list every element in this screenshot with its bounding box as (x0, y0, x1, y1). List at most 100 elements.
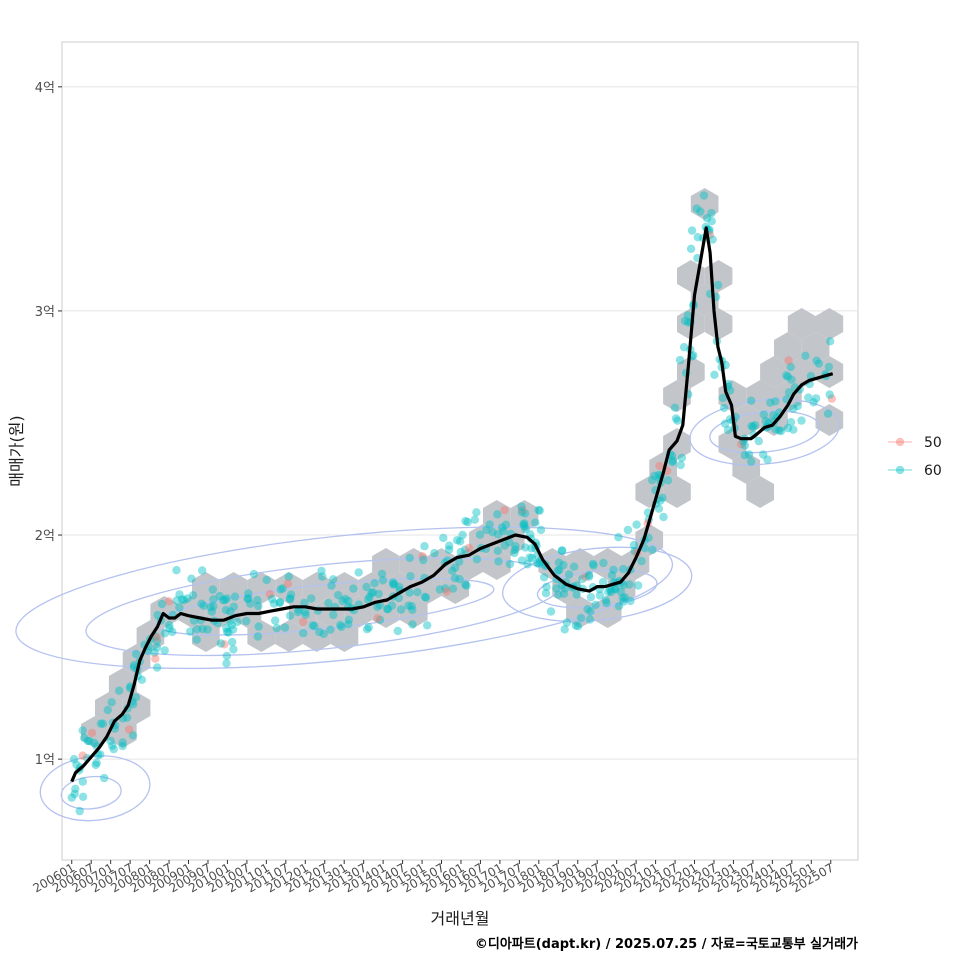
data-point-122 (461, 580, 470, 589)
data-point-8 (92, 758, 101, 767)
data-point-305 (668, 456, 677, 465)
data-point-272 (710, 370, 719, 379)
data-point-141 (91, 760, 100, 770)
data-point-57 (797, 416, 806, 425)
data-point-197 (308, 621, 317, 630)
hex-bin-44 (247, 572, 276, 604)
data-point-199 (499, 526, 508, 536)
hex-bin-0 (690, 188, 719, 220)
data-point-509 (707, 217, 716, 226)
data-point-7 (107, 698, 116, 707)
data-point-281 (192, 635, 201, 644)
data-point-500 (203, 625, 212, 634)
data-point-89 (747, 421, 756, 431)
data-point-293 (285, 611, 295, 620)
data-point-143 (253, 632, 263, 641)
hex-bin-76 (108, 716, 137, 748)
data-point-409 (280, 623, 290, 632)
y-axis-title: 매매가(원) (7, 415, 26, 486)
data-point-459 (283, 579, 293, 588)
data-point-200 (367, 588, 376, 598)
data-point-381 (775, 426, 784, 435)
data-point-163 (581, 572, 590, 582)
data-point-213 (413, 588, 422, 597)
data-point-339 (558, 546, 567, 555)
data-point-233 (444, 545, 454, 554)
contour-5 (60, 775, 122, 810)
data-point-340 (500, 506, 509, 515)
data-point-406 (511, 542, 520, 551)
data-point-399 (388, 580, 398, 589)
data-point-477 (373, 614, 382, 623)
data-point-327 (85, 736, 94, 746)
data-point-362 (165, 624, 174, 633)
data-point-395 (461, 516, 470, 526)
data-point-515 (583, 605, 592, 614)
data-point-317 (776, 426, 786, 436)
data-point-291 (786, 418, 796, 427)
data-point-284 (533, 559, 542, 568)
data-point-280 (198, 566, 207, 575)
data-point-140 (216, 639, 226, 648)
data-point-40 (405, 553, 414, 563)
data-point-414 (153, 663, 162, 672)
data-point-448 (783, 423, 793, 433)
data-point-493 (505, 559, 515, 569)
data-point-235 (520, 509, 530, 518)
data-point-462 (493, 510, 502, 519)
hex-bin-69 (302, 620, 331, 652)
data-point-429 (573, 622, 583, 631)
data-point-292 (614, 602, 624, 611)
data-point-134 (299, 617, 308, 627)
data-point-364 (472, 508, 481, 517)
data-point-332 (552, 584, 561, 593)
legend-key-point-1 (895, 465, 905, 475)
data-point-320 (448, 566, 457, 575)
data-point-207 (338, 596, 347, 606)
data-point-29 (275, 598, 284, 607)
data-point-430 (383, 605, 392, 614)
data-point-116 (324, 598, 333, 608)
hex-bin-28 (483, 500, 511, 532)
hex-bin-30 (469, 524, 497, 556)
data-point-98 (542, 582, 551, 591)
data-point-268 (393, 626, 402, 636)
y-tick-label-2: 3억 (35, 305, 55, 320)
data-point-506 (222, 627, 232, 636)
data-point-371 (607, 587, 616, 597)
data-point-139 (602, 598, 611, 608)
data-point-125 (519, 520, 528, 529)
data-point-180 (456, 537, 465, 546)
data-point-260 (209, 602, 218, 611)
data-point-14 (826, 337, 835, 346)
data-point-68 (224, 628, 233, 637)
data-point-390 (172, 596, 181, 605)
data-point-142 (588, 559, 598, 569)
data-point-55 (616, 587, 625, 596)
data-point-228 (206, 602, 215, 612)
data-point-30 (124, 725, 134, 734)
data-point-80 (488, 528, 497, 537)
data-point-494 (619, 597, 628, 606)
data-point-82 (157, 599, 167, 609)
data-point-405 (183, 594, 192, 603)
hex-bin-75 (81, 716, 109, 748)
data-point-367 (435, 585, 444, 594)
data-point-386 (90, 738, 99, 748)
data-point-185 (418, 552, 427, 561)
contour-7 (709, 410, 820, 454)
data-point-415 (472, 555, 482, 564)
contour-4 (502, 546, 693, 623)
data-point-452 (783, 372, 792, 381)
data-point-471 (404, 601, 413, 610)
data-point-108 (122, 713, 132, 722)
data-point-467 (267, 594, 277, 604)
data-point-424 (262, 575, 271, 585)
data-point-377 (78, 792, 88, 801)
data-point-241 (673, 416, 682, 425)
hex-bin-24 (732, 452, 761, 484)
data-point-194 (699, 191, 709, 200)
data-point-431 (265, 590, 275, 599)
data-point-5 (83, 736, 93, 746)
data-point-470 (137, 675, 147, 684)
